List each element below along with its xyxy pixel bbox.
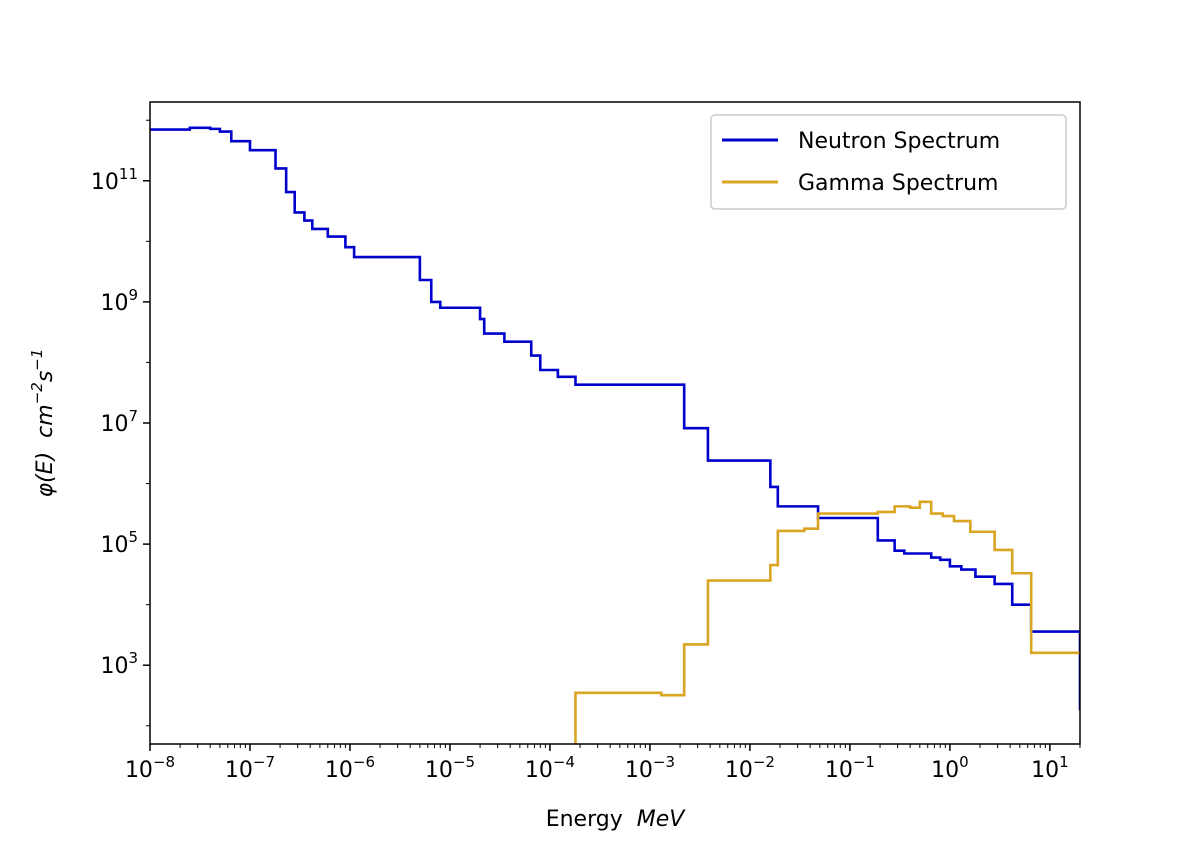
- y-axis-label-unit-exp2: −1: [28, 349, 46, 371]
- y-tick-label: 1011: [91, 165, 138, 195]
- x-tick-label: 10−6: [325, 753, 375, 783]
- x-axis: 10−8 10−7 10−6 10−5 10−4 10−3 10−2 10−1 100 101: [125, 744, 1081, 783]
- x-tick-label: 100: [931, 753, 969, 783]
- x-tick-label: 10−4: [525, 753, 575, 783]
- y-axis-label-unit-base1: cm: [33, 404, 58, 438]
- x-axis-label-text: Energy: [546, 807, 623, 832]
- x-tick-label: 101: [1031, 753, 1069, 783]
- x-axis-label-unit: MeV: [637, 807, 687, 832]
- y-axis-label-unit-exp1: −2: [28, 382, 46, 404]
- y-tick-label: 107: [100, 407, 138, 437]
- y-tick-label: 103: [100, 649, 138, 679]
- series-layer: [150, 126, 1080, 744]
- x-tick-label: 10−3: [625, 753, 675, 783]
- y-tick-label: 105: [100, 528, 138, 558]
- x-tick-label: 10−5: [425, 753, 475, 783]
- y-tick-label: 109: [100, 286, 138, 316]
- x-axis-label: Energy MeV: [546, 807, 687, 832]
- legend-gamma-label: Gamma Spectrum: [798, 171, 998, 196]
- y-axis-label-main: φ(E): [33, 452, 58, 498]
- legend-box: [710, 114, 1067, 210]
- legend: Neutron Spectrum Gamma Spectrum: [710, 114, 1067, 210]
- y-axis-label-unit-base2: s: [33, 371, 58, 382]
- legend-neutron-label: Neutron Spectrum: [798, 129, 1000, 154]
- y-axis-label: φ(E) cm−2s−1: [28, 349, 58, 498]
- gamma-spectrum-line: [574, 500, 1080, 744]
- x-tick-label: 10−1: [825, 753, 875, 783]
- x-tick-label: 10−7: [225, 753, 275, 783]
- y-axis: 103 105 107 109 1011: [91, 119, 150, 727]
- neutron-spectrum-line: [150, 126, 1080, 711]
- x-tick-label: 10−8: [125, 753, 175, 783]
- x-tick-label: 10−2: [725, 753, 775, 783]
